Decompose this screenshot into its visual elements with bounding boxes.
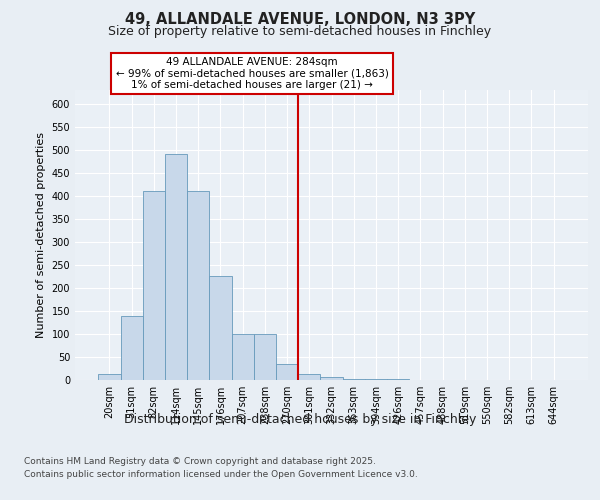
Bar [232, 334, 254, 380]
Bar [187, 192, 209, 380]
Text: 49, ALLANDALE AVENUE, LONDON, N3 3PY: 49, ALLANDALE AVENUE, LONDON, N3 3PY [125, 12, 475, 28]
Y-axis label: Number of semi-detached properties: Number of semi-detached properties [36, 132, 46, 338]
Bar [121, 316, 143, 380]
Text: Contains public sector information licensed under the Open Government Licence v3: Contains public sector information licen… [24, 470, 418, 479]
Bar [254, 334, 276, 380]
Text: 49 ALLANDALE AVENUE: 284sqm
← 99% of semi-detached houses are smaller (1,863)
1%: 49 ALLANDALE AVENUE: 284sqm ← 99% of sem… [116, 57, 388, 90]
Bar [343, 378, 365, 380]
Bar [320, 377, 343, 380]
Text: Distribution of semi-detached houses by size in Finchley: Distribution of semi-detached houses by … [124, 412, 476, 426]
Bar [365, 378, 387, 380]
Text: Contains HM Land Registry data © Crown copyright and database right 2025.: Contains HM Land Registry data © Crown c… [24, 458, 376, 466]
Bar [98, 374, 121, 380]
Text: Size of property relative to semi-detached houses in Finchley: Size of property relative to semi-detach… [109, 25, 491, 38]
Bar [209, 276, 232, 380]
Bar [143, 192, 165, 380]
Bar [298, 374, 320, 380]
Bar [165, 154, 187, 380]
Bar [387, 379, 409, 380]
Bar [276, 364, 298, 380]
